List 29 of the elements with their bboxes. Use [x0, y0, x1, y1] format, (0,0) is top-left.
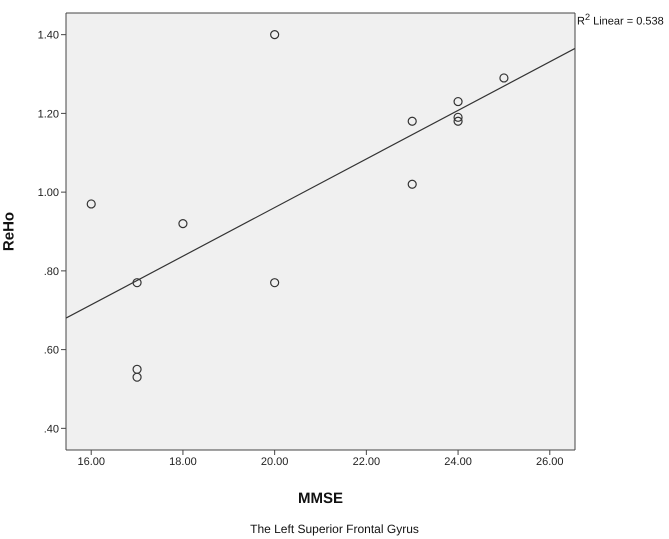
y-tick-label: 1.20 [38, 108, 59, 120]
x-tick-label: 20.00 [260, 456, 288, 468]
text: R$^{2}$ Linear = 0.538 [577, 12, 664, 28]
y-axis-title: ReHo [0, 212, 18, 252]
y-tick-label: .40 [44, 423, 59, 436]
point [132, 364, 142, 374]
point [408, 180, 417, 189]
point [270, 278, 280, 288]
point [178, 219, 188, 228]
y-tick-label: .80 [44, 266, 59, 278]
point [453, 116, 463, 126]
x-tick-label: 22.00 [352, 456, 380, 468]
point [270, 30, 280, 40]
x-tick-label: 16.00 [77, 456, 105, 468]
point [132, 278, 142, 288]
x-tick-label: 24.00 [444, 456, 472, 468]
point [453, 96, 463, 106]
point [499, 73, 509, 83]
y-tick-label: 1.00 [38, 187, 59, 200]
x-tick-label: 26.00 [536, 456, 564, 468]
y-tick-label: 1.40 [38, 30, 59, 42]
text: The Left Superior Frontal Gyrus [249, 522, 420, 536]
x-tick-label: 18.00 [169, 456, 197, 468]
point [86, 199, 96, 209]
point [132, 372, 142, 382]
point [408, 116, 417, 126]
y-tick-label: .60 [44, 344, 59, 357]
point [453, 112, 463, 122]
x-axis-title: MMSE [298, 490, 343, 507]
